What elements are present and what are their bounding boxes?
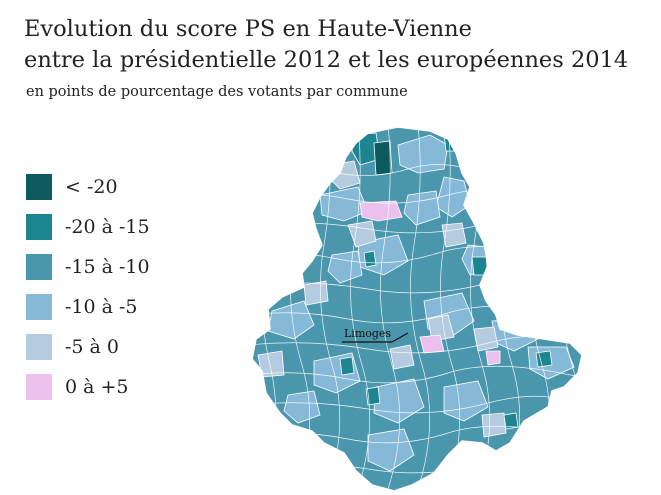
choropleth-map: Limoges: [251, 126, 583, 492]
title-line-2: entre la présidentielle 2012 et les euro…: [24, 47, 629, 73]
legend-swatch: [26, 214, 52, 240]
legend-label: -20 à -15: [65, 216, 150, 238]
legend-swatch: [26, 254, 52, 280]
commune-layer: [252, 127, 582, 491]
legend-label: -10 à -5: [65, 296, 138, 318]
legend-swatch: [26, 334, 52, 360]
legend-label: -5 à 0: [65, 336, 120, 358]
city-label-limoges: Limoges: [344, 327, 391, 340]
map-title: Evolution du score PS en Haute-Vienne en…: [24, 14, 644, 76]
legend-label: < -20: [65, 176, 118, 198]
legend-label: -15 à -10: [65, 256, 150, 278]
legend-label: 0 à +5: [65, 376, 129, 398]
limoges-marker: Limoges: [342, 327, 409, 343]
legend-swatch: [26, 174, 52, 200]
department-outline: [251, 126, 583, 492]
title-line-1: Evolution du score PS en Haute-Vienne: [24, 16, 472, 42]
legend-swatch: [26, 374, 52, 400]
legend-swatch: [26, 294, 52, 320]
map-subtitle: en points de pourcentage des votants par…: [26, 84, 408, 100]
